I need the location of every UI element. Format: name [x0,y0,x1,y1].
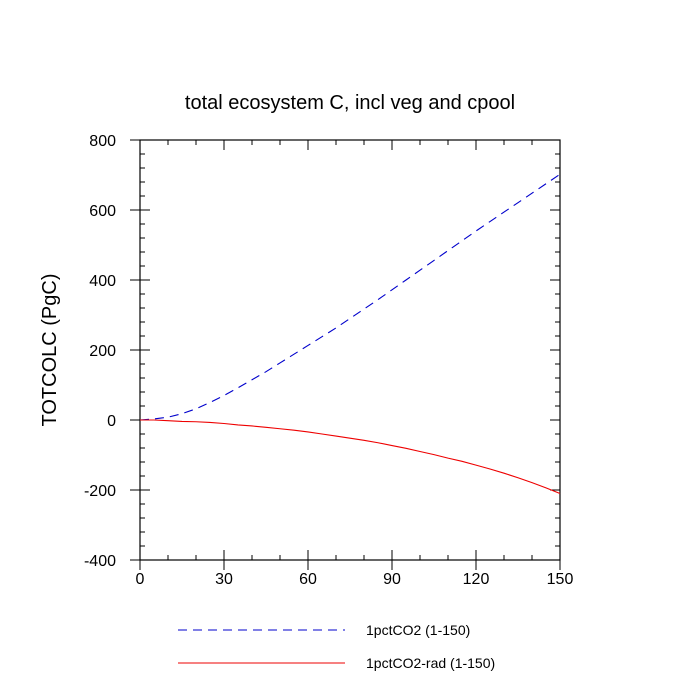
x-tick-label: 90 [383,571,401,588]
series-line-2 [140,419,561,495]
y-tick-label: -400 [84,553,116,570]
x-tick-label: 120 [463,571,490,588]
y-tick-label: 0 [107,413,116,430]
y-tick-label: 200 [89,343,116,360]
legend-label: 1pctCO2 (1-150) [366,622,470,638]
axes-frame [139,139,561,561]
y-tick-label: 800 [89,133,116,150]
series-lines [139,173,561,495]
y-axis-label: TOTCOLC (PgC) [39,274,61,427]
y-tick-label: 400 [89,273,116,290]
x-tick-label: 150 [547,571,574,588]
tick-labels: 0 30 60 90 120 150 -400 -200 0 200 400 600 800 [84,133,573,588]
chart-title: total ecosystem C, incl veg and cpool [185,92,515,114]
series-line-1 [139,173,561,421]
x-tick-label: 0 [136,571,145,588]
plot-frame [139,139,561,561]
y-tick-label: 600 [89,203,116,220]
y-tick-label: -200 [84,483,116,500]
legend-label: 1pctCO2-rad (1-150) [366,655,495,671]
legend: 1pctCO2 (1-150) 1pctCO2-rad (1-150) [178,622,495,671]
x-tick-label: 60 [299,571,317,588]
axis-ticks [130,139,561,570]
x-tick-label: 30 [215,571,233,588]
